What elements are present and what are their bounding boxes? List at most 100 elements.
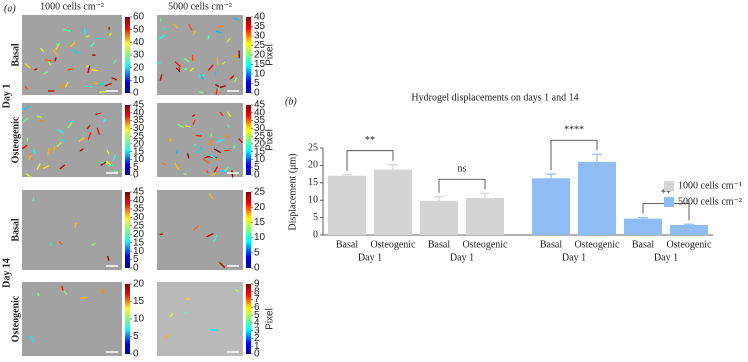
colorbar [246, 105, 251, 175]
cell-streak [91, 242, 96, 246]
cell-streak [169, 313, 174, 318]
colorbar-tick-label: 2 [254, 333, 260, 344]
cell-streak [96, 127, 101, 136]
colorbar-tick-label: 10 [133, 75, 145, 86]
cell-streak [105, 160, 112, 166]
cell-streak [175, 67, 181, 73]
colorbar-tick-label: 10 [133, 314, 145, 325]
cell-streak [195, 134, 202, 137]
micrograph [157, 15, 243, 95]
colorbar-tick-label: 15 [254, 217, 266, 228]
colorbar-tick-label: 35 [254, 115, 266, 126]
colorbar-tick-label: 0 [254, 349, 260, 360]
cell-streak [206, 232, 214, 238]
column-header: 5000 cells cm⁻² [168, 1, 232, 12]
cell-streak [184, 311, 188, 314]
cell-streak [24, 85, 29, 90]
cell-streak [52, 49, 59, 57]
cell-streak [74, 222, 78, 228]
cell-streak [183, 67, 188, 71]
cell-streak [85, 35, 90, 38]
cell-streak [213, 234, 218, 242]
cell-streak [205, 170, 209, 174]
cell-streak [104, 82, 112, 87]
colorbar-tick-label: 40 [254, 12, 266, 23]
row-label: Basal [10, 43, 21, 67]
cell-streak [162, 27, 167, 30]
row-label: Osteogenic [10, 116, 21, 163]
significance-label: ** [661, 188, 671, 199]
cell-streak [174, 162, 180, 171]
colorbar-tick-label: 5 [133, 162, 139, 173]
cell-streak [112, 154, 117, 162]
significance-label: ns [458, 164, 467, 175]
group-label: Day 1 [450, 252, 474, 263]
cell-streak [219, 111, 224, 117]
cell-streak [210, 172, 217, 177]
cell-streak [209, 140, 212, 146]
group-label: Day 1 [562, 252, 586, 263]
micrograph [22, 15, 122, 95]
legend-swatch [664, 181, 674, 191]
colorbar-tick-label: 0 [133, 349, 139, 360]
cell-streak [192, 29, 197, 36]
colorbar-tick-label: 25 [133, 220, 145, 231]
colorbar-tick-label: 8 [254, 286, 260, 297]
colorbar-tick-label: 5 [254, 310, 260, 321]
significance-bracket [438, 178, 486, 193]
cell-streak [28, 155, 32, 161]
colorbar [125, 284, 130, 354]
cell-streak [225, 135, 229, 139]
cell-streak [215, 88, 218, 95]
cell-streak [234, 288, 239, 293]
colorbar-tick-label: 6 [254, 302, 260, 313]
bar [420, 200, 458, 235]
cell-streak [61, 139, 65, 142]
cell-streak [102, 118, 107, 123]
colorbar-tick-label: 0 [254, 88, 260, 99]
cell-streak [58, 240, 63, 245]
colorbar-tick-label: 45 [133, 100, 145, 111]
cell-streak [207, 34, 210, 39]
x-tick-label: Basal [428, 239, 450, 250]
colorbar-tick-label: 35 [133, 204, 145, 215]
y-tick-label: 10 [308, 194, 318, 205]
cell-streak [26, 137, 29, 142]
panel-label: (a) [4, 3, 16, 14]
cell-streak [159, 233, 163, 236]
colorbar-tick-label: 30 [133, 50, 145, 61]
cell-streak [204, 155, 211, 159]
micrograph [157, 282, 243, 356]
bar [466, 198, 504, 235]
cell-streak [215, 30, 222, 34]
cell-streak [101, 288, 104, 295]
micrograph [22, 282, 122, 356]
cell-streak [189, 67, 195, 72]
colorbar-tick-label: 30 [133, 123, 145, 134]
cell-streak [233, 17, 239, 21]
cell-streak [36, 115, 43, 119]
colorbar-tick-label: 25 [254, 131, 266, 142]
colorbar-tick-label: 20 [254, 50, 266, 61]
x-tick-label: Osteogenic [575, 239, 621, 250]
cell-streak [192, 119, 196, 126]
cell-streak [48, 61, 52, 66]
cell-streak [174, 61, 182, 68]
cell-streak [59, 164, 66, 170]
colorbar-tick-label: 20 [133, 139, 145, 150]
cell-streak [70, 120, 74, 123]
cell-streak [164, 333, 170, 340]
colorbar-tick-label: 1 [254, 341, 260, 352]
bar [624, 218, 662, 235]
cell-streak [229, 75, 235, 80]
micrograph [22, 190, 122, 270]
cell-streak [23, 105, 31, 111]
cell-streak [34, 68, 38, 71]
colorbar-tick-label: 45 [133, 187, 145, 198]
colorbar-tick-label: 0 [133, 263, 139, 274]
cell-streak [57, 128, 64, 134]
cell-streak [78, 137, 85, 143]
cell-streak [221, 61, 226, 65]
cell-streak [238, 137, 243, 144]
